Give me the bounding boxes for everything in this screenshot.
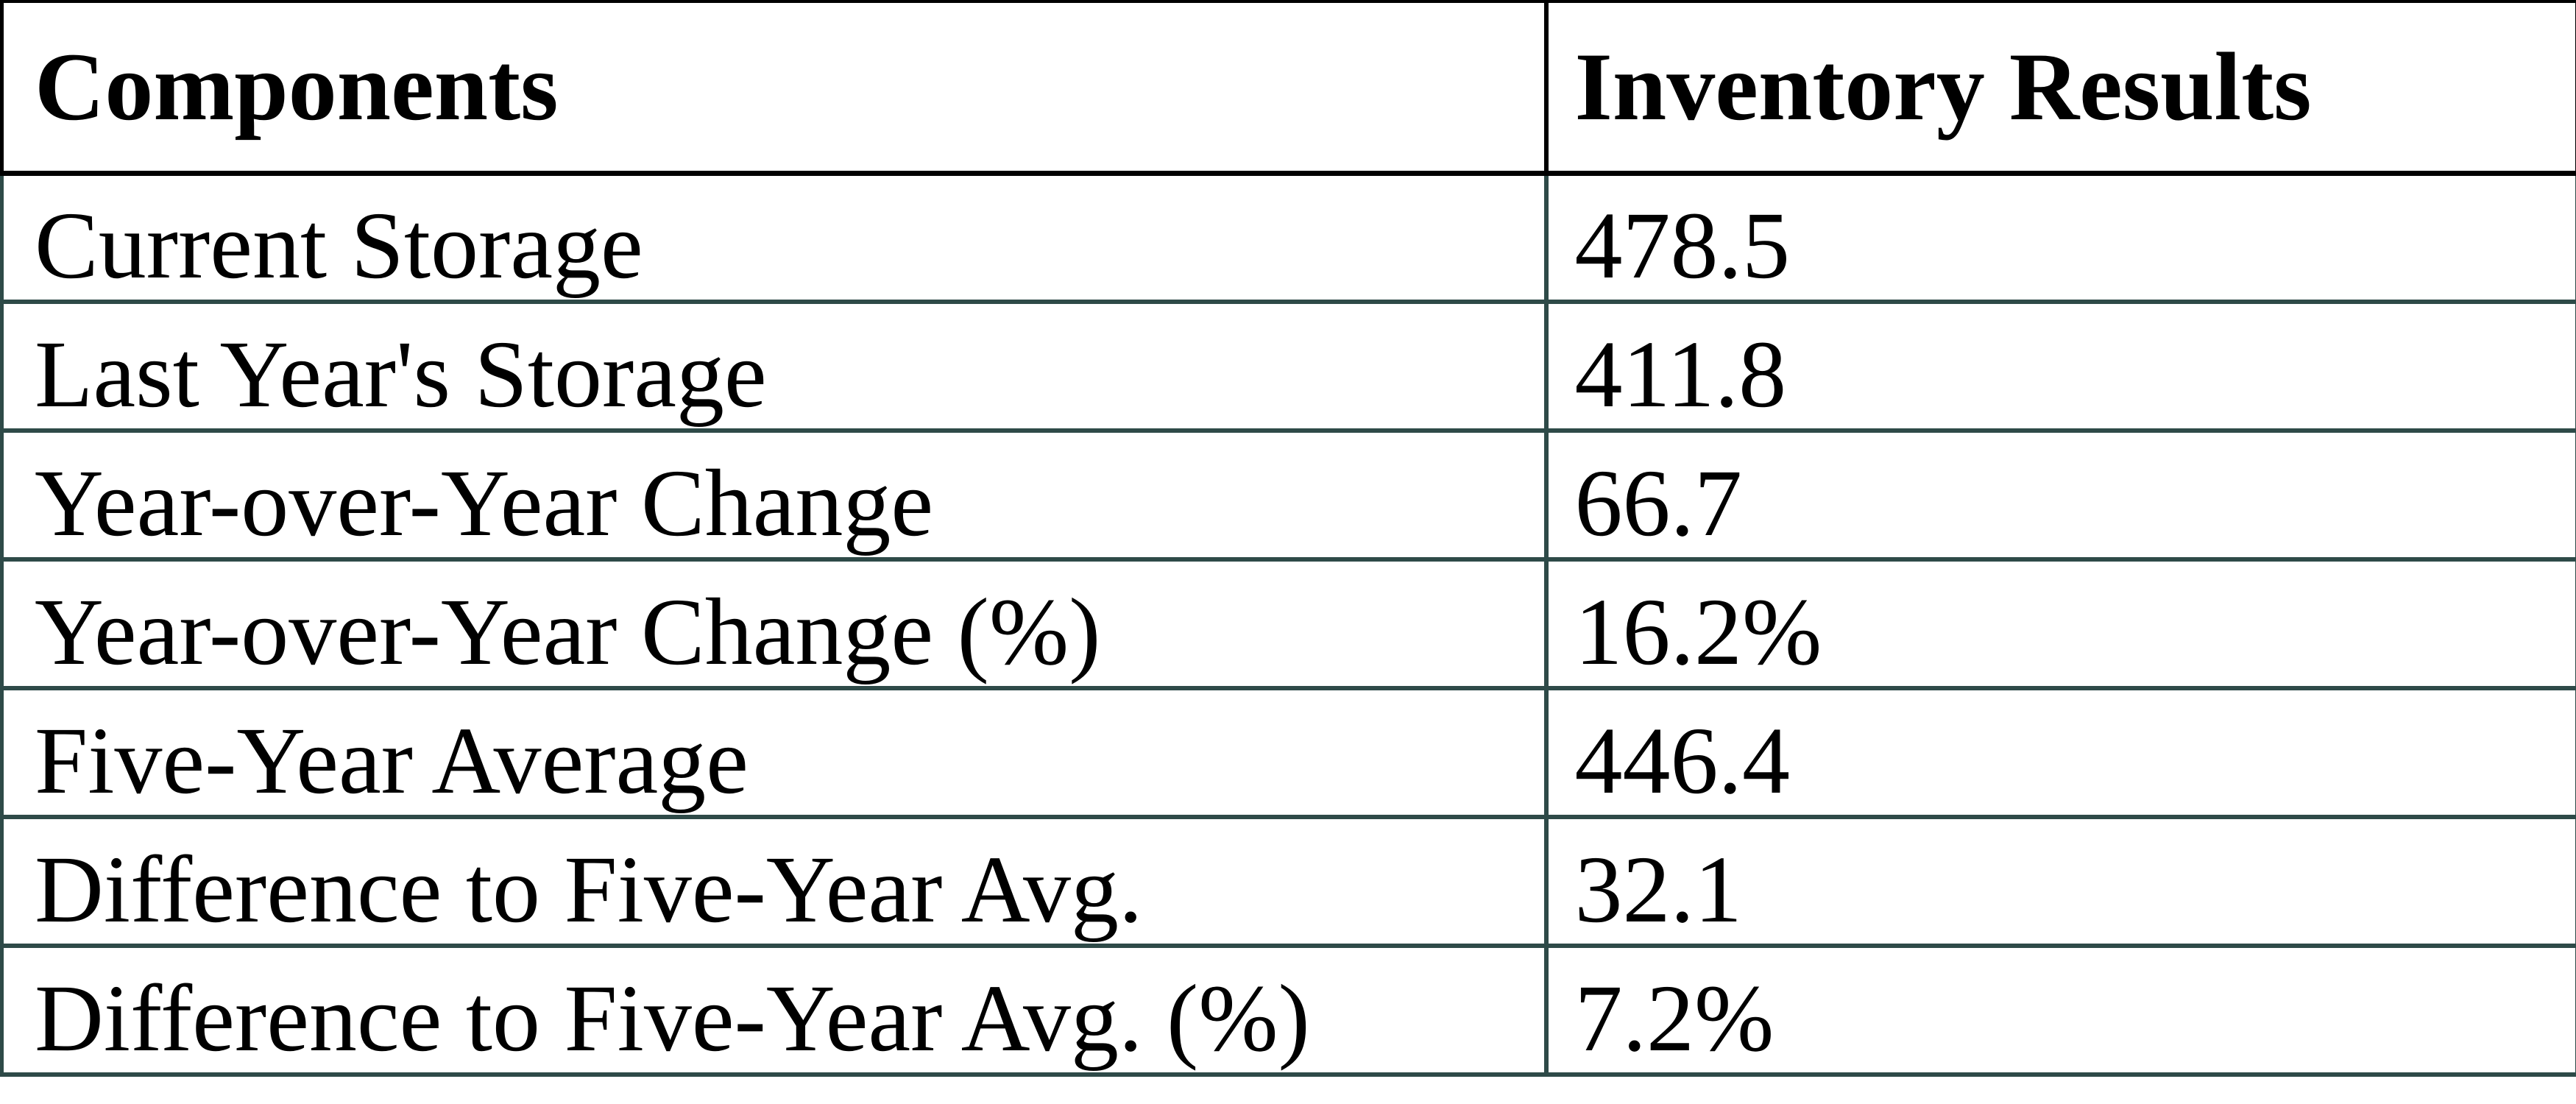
row-value-cell: 411.8 bbox=[1546, 302, 2576, 433]
table-row: Five-Year Average 446.4 bbox=[0, 688, 2576, 819]
row-label: Year-over-Year Change bbox=[35, 450, 934, 556]
row-label: Five-Year Average bbox=[35, 707, 749, 814]
row-label-cell: Five-Year Average bbox=[0, 688, 1549, 819]
row-value: 66.7 bbox=[1574, 450, 1743, 556]
row-label-cell: Difference to Five-Year Avg. (%) bbox=[0, 946, 1549, 1077]
row-label: Current Storage bbox=[35, 193, 643, 299]
table-row: Year-over-Year Change (%) 16.2% bbox=[0, 559, 2576, 690]
row-value-cell: 478.5 bbox=[1546, 173, 2576, 304]
row-label: Last Year's Storage bbox=[35, 321, 767, 428]
row-label-cell: Last Year's Storage bbox=[0, 302, 1549, 433]
table-row: Difference to Five-Year Avg. (%) 7.2% bbox=[0, 946, 2576, 1077]
row-label: Difference to Five-Year Avg. (%) bbox=[35, 965, 1310, 1072]
row-value-cell: 446.4 bbox=[1546, 688, 2576, 819]
row-value: 16.2% bbox=[1574, 578, 1822, 685]
row-value: 7.2% bbox=[1574, 965, 1774, 1072]
row-value: 32.1 bbox=[1574, 836, 1743, 943]
inventory-results-table: Components Inventory Results Current Sto… bbox=[0, 0, 2576, 1077]
row-value-cell: 66.7 bbox=[1546, 431, 2576, 562]
components-header-cell: Components bbox=[0, 0, 1549, 176]
row-value-cell: 32.1 bbox=[1546, 817, 2576, 948]
table-row: Current Storage 478.5 bbox=[0, 173, 2576, 304]
row-label-cell: Year-over-Year Change (%) bbox=[0, 559, 1549, 690]
row-value-cell: 7.2% bbox=[1546, 946, 2576, 1077]
inventory-results-header-cell: Inventory Results bbox=[1546, 0, 2576, 176]
row-value: 446.4 bbox=[1574, 707, 1791, 814]
table-row: Last Year's Storage 411.8 bbox=[0, 302, 2576, 433]
row-label-cell: Current Storage bbox=[0, 173, 1549, 304]
row-value: 478.5 bbox=[1574, 193, 1791, 299]
table-row: Difference to Five-Year Avg. 32.1 bbox=[0, 817, 2576, 948]
row-label: Year-over-Year Change (%) bbox=[35, 578, 1101, 685]
table-header-row: Components Inventory Results bbox=[0, 0, 2576, 176]
row-label-cell: Year-over-Year Change bbox=[0, 431, 1549, 562]
row-value: 411.8 bbox=[1574, 321, 1787, 428]
row-label: Difference to Five-Year Avg. bbox=[35, 836, 1143, 943]
table-row: Year-over-Year Change 66.7 bbox=[0, 431, 2576, 562]
row-label-cell: Difference to Five-Year Avg. bbox=[0, 817, 1549, 948]
row-value-cell: 16.2% bbox=[1546, 559, 2576, 690]
